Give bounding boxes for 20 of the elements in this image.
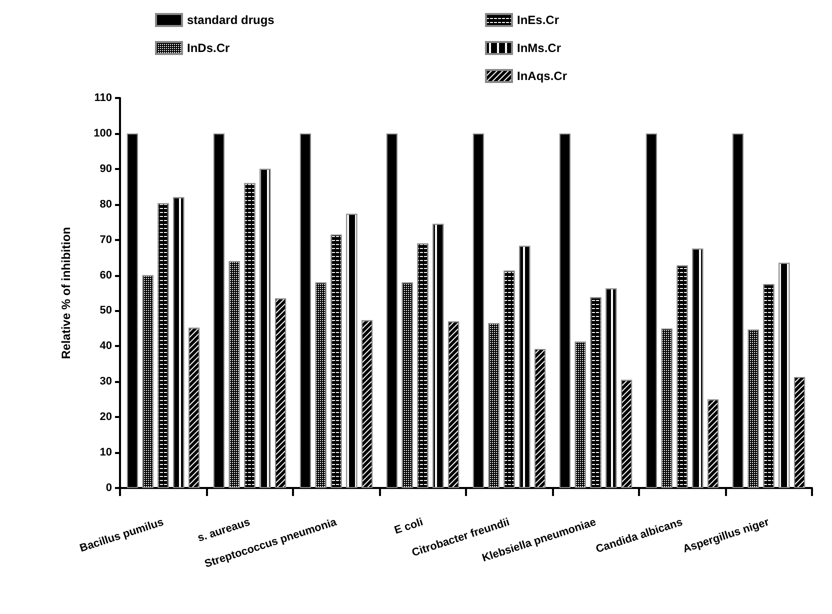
x-tick-label: s. aureaus — [196, 516, 252, 544]
y-tick-label: 0 — [106, 482, 112, 494]
y-tick-label: 60 — [100, 269, 112, 282]
legend-label: InAqs.Cr — [517, 69, 568, 83]
y-tick-label: 110 — [94, 92, 112, 104]
y-tick-label: 10 — [100, 446, 112, 459]
y-tick-label: 100 — [94, 127, 112, 140]
legend-label: InMs.Cr — [517, 41, 562, 55]
legend-label: InEs.Cr — [517, 13, 560, 27]
y-axis-title: Relative % of inhibition — [59, 226, 73, 360]
y-tick-label: 30 — [100, 376, 112, 388]
y-tick-label: 50 — [100, 304, 112, 317]
legend-label: standard drugs — [187, 13, 275, 27]
y-tick-label: 90 — [100, 162, 112, 175]
y-tick-label: 20 — [100, 411, 112, 424]
x-tick-label: E coli — [393, 516, 425, 537]
y-tick-label: 40 — [100, 340, 112, 352]
y-tick-label: 80 — [100, 198, 112, 210]
y-tick-label: 70 — [100, 234, 112, 246]
legend-label: InDs.Cr — [187, 41, 230, 55]
